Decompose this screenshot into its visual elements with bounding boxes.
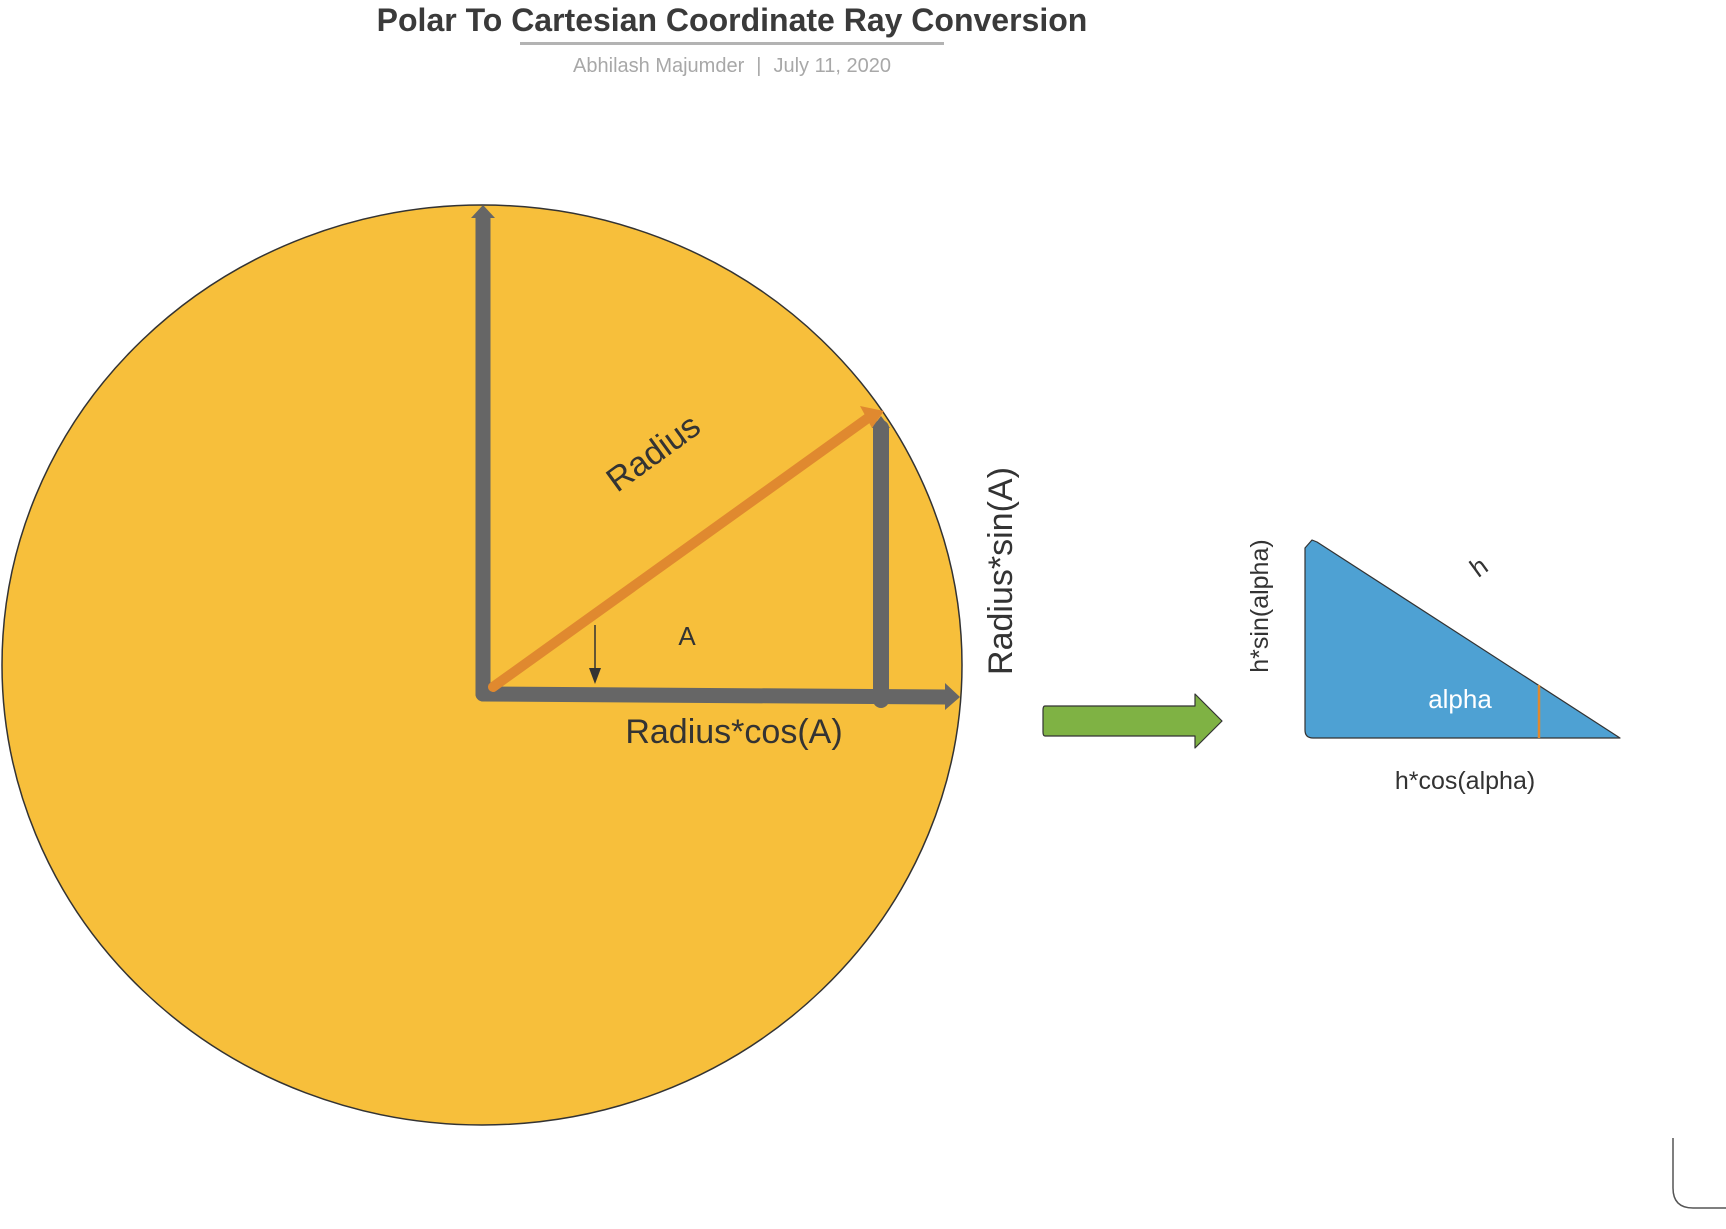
cos-label: Radius*cos(A) [625,713,842,751]
vertical-axis [471,205,495,702]
author-name: Abhilash Majumder [573,55,745,77]
header: Polar To Cartesian Coordinate Ray Conver… [0,0,1464,78]
angle-pointer-icon [589,625,601,684]
transform-arrow-icon [1042,693,1223,749]
horizontal-axis [475,683,960,710]
byline: Abhilash Majumder | July 11, 2020 [0,55,1464,78]
angle-a-label: A [678,621,696,651]
base-label: h*cos(alpha) [1395,767,1535,795]
byline-separator: | [756,55,762,77]
right-triangle [1304,539,1621,739]
height-label: h*sin(alpha) [1246,539,1274,672]
alpha-label: alpha [1428,684,1492,714]
hypotenuse-label: h [1464,550,1493,583]
corner-bracket [1672,1138,1726,1209]
radius-ray [488,406,884,692]
page-title: Polar To Cartesian Coordinate Ray Conver… [376,2,1088,38]
sin-leg [872,416,890,708]
sin-label: Radius*sin(A) [982,467,1020,675]
title-underline [520,42,944,45]
publish-date: July 11, 2020 [773,55,891,77]
